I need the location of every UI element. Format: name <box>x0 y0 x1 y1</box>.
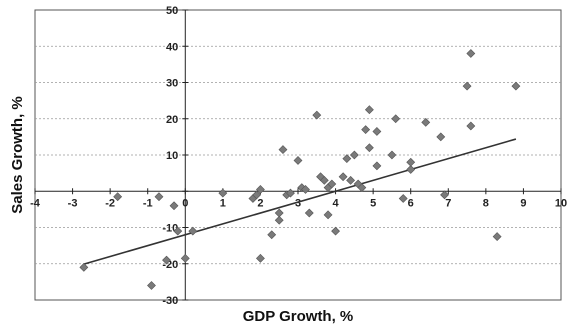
y-tick-label: 50 <box>166 5 178 17</box>
data-point <box>169 201 179 211</box>
data-point <box>304 208 314 218</box>
data-point <box>256 185 265 194</box>
data-point <box>173 226 183 236</box>
data-point <box>331 226 340 236</box>
data-point <box>466 121 476 131</box>
axes <box>34 9 562 301</box>
data-point <box>162 255 171 265</box>
data-point <box>180 253 190 263</box>
x-tick-label: -2 <box>105 197 115 209</box>
plot-area <box>34 9 562 301</box>
data-point <box>511 81 521 91</box>
data-point <box>286 188 295 198</box>
data-point <box>372 161 382 171</box>
x-tick-label: 1 <box>220 197 226 209</box>
data-points <box>79 49 521 290</box>
x-tick-label: 8 <box>483 197 489 209</box>
data-point <box>398 194 408 203</box>
x-tick-label: 3 <box>295 197 301 209</box>
x-tick-label: 2 <box>257 197 263 209</box>
x-tick-label: -1 <box>143 197 153 209</box>
y-tick-label: 30 <box>166 78 178 90</box>
data-point <box>278 145 288 154</box>
x-tick-label: 7 <box>445 197 451 209</box>
y-tick-label: -30 <box>162 295 178 307</box>
data-point <box>323 210 333 220</box>
x-tick-label: 4 <box>333 197 340 209</box>
data-point <box>372 127 382 136</box>
data-point <box>361 125 371 135</box>
data-point <box>218 188 228 198</box>
y-tick-label: 10 <box>166 150 178 162</box>
data-point <box>466 49 476 58</box>
data-point <box>387 150 397 160</box>
data-point <box>342 154 352 164</box>
data-point <box>364 105 374 115</box>
x-axis-label: GDP Growth, % <box>243 308 354 325</box>
x-tick-label: 10 <box>555 197 567 209</box>
data-point <box>147 281 156 290</box>
y-axis-label: Sales Growth, % <box>9 96 26 214</box>
data-point <box>274 215 284 225</box>
data-point <box>256 253 265 263</box>
data-point <box>267 230 277 240</box>
y-tick-label: 40 <box>166 41 178 53</box>
data-point <box>113 192 123 202</box>
data-point <box>492 232 502 241</box>
x-tick-label: -4 <box>30 197 41 209</box>
x-tick-label: 5 <box>370 197 376 209</box>
data-point <box>319 175 329 185</box>
y-tick-label: 20 <box>166 114 178 126</box>
data-point <box>421 117 431 127</box>
data-point <box>188 226 198 236</box>
data-point <box>357 183 367 193</box>
data-point <box>312 110 322 120</box>
data-point <box>327 179 337 189</box>
data-point <box>154 192 164 202</box>
data-point <box>440 190 449 200</box>
data-point <box>436 132 446 142</box>
x-tick-label: -3 <box>68 197 78 209</box>
data-point <box>406 165 416 174</box>
data-point <box>462 81 472 91</box>
data-point <box>293 156 303 165</box>
data-point <box>79 262 89 272</box>
x-tick-label: 9 <box>520 197 526 209</box>
data-point <box>391 114 401 124</box>
data-point <box>252 190 262 200</box>
x-tick-label: 6 <box>408 197 414 209</box>
trendline <box>83 138 517 265</box>
data-point <box>301 185 310 194</box>
data-point <box>338 172 348 182</box>
x-tick-label: 0 <box>182 197 188 209</box>
data-point <box>349 150 359 160</box>
data-point <box>364 143 374 153</box>
trendline-segment <box>83 138 517 265</box>
data-point <box>406 157 416 167</box>
data-point <box>346 175 356 185</box>
